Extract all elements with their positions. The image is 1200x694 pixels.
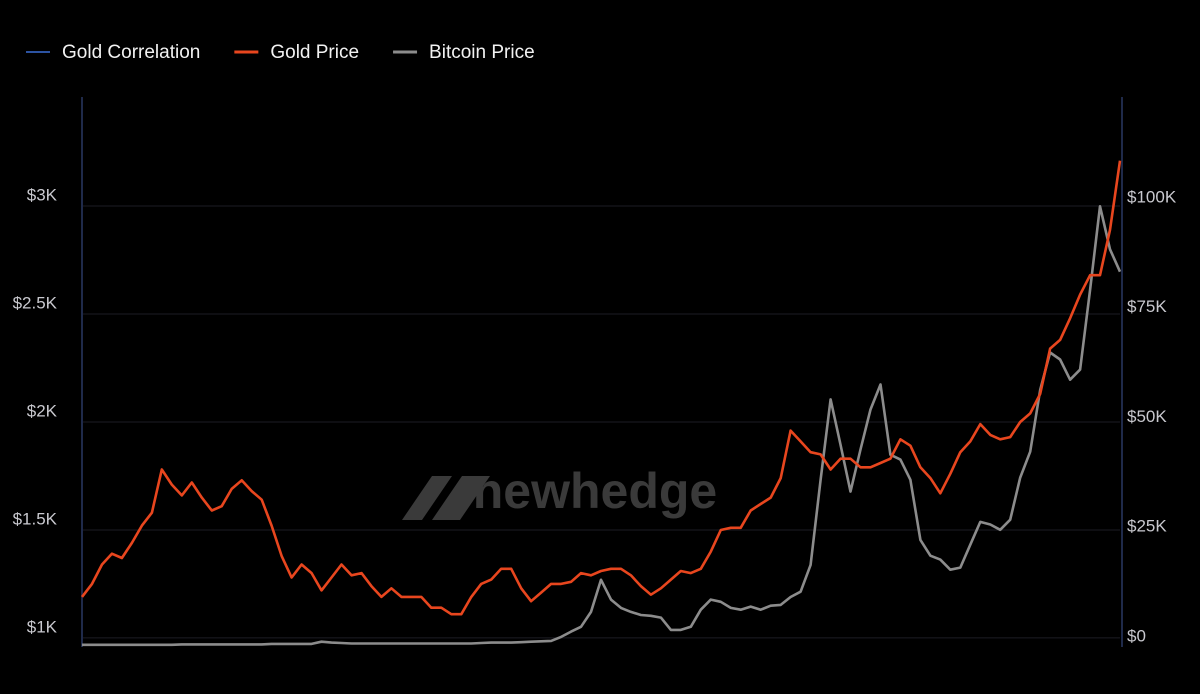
legend-item: Gold Price <box>234 42 359 63</box>
watermark-logo <box>402 476 490 520</box>
legend-item: Gold Correlation <box>26 42 200 63</box>
y2-tick-label: $50K <box>1127 407 1167 426</box>
y2-tick-label: $100K <box>1127 187 1177 206</box>
legend-label: Bitcoin Price <box>429 42 535 63</box>
y2-tick-label: $25K <box>1127 517 1167 536</box>
legend-label: Gold Price <box>270 42 359 63</box>
y-tick-label: $1K <box>27 617 58 636</box>
y-tick-label: $2K <box>27 401 58 420</box>
series-line <box>82 205 1122 647</box>
y-tick-label: $1.5K <box>13 509 58 528</box>
watermark: newhedge <box>473 463 717 519</box>
y2-tick-label: $75K <box>1127 297 1167 316</box>
legend-item: Bitcoin Price <box>393 42 535 63</box>
y2-tick-label: $0 <box>1127 626 1146 645</box>
series-line <box>80 160 1122 616</box>
y-tick-label: $2.5K <box>13 294 58 313</box>
y-tick-label: $3K <box>27 186 58 205</box>
legend-label: Gold Correlation <box>62 42 200 63</box>
